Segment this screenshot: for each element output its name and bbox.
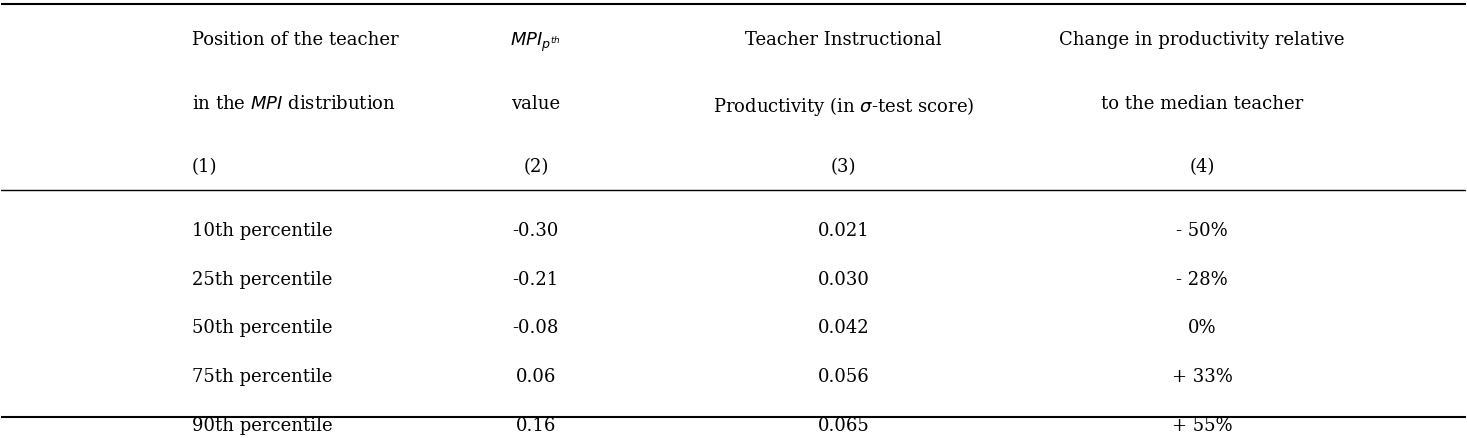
Text: 90th percentile: 90th percentile — [192, 417, 333, 435]
Text: 0.042: 0.042 — [817, 319, 868, 337]
Text: Position of the teacher: Position of the teacher — [192, 31, 399, 49]
Text: 0.030: 0.030 — [817, 271, 870, 289]
Text: value: value — [512, 95, 560, 113]
Text: Productivity (in $\sigma$-test score): Productivity (in $\sigma$-test score) — [713, 95, 974, 118]
Text: - 50%: - 50% — [1177, 222, 1228, 240]
Text: Change in productivity relative: Change in productivity relative — [1059, 31, 1345, 49]
Text: (2): (2) — [524, 158, 549, 176]
Text: 0.056: 0.056 — [817, 368, 868, 386]
Text: -0.08: -0.08 — [512, 319, 559, 337]
Text: -0.30: -0.30 — [512, 222, 559, 240]
Text: (1): (1) — [192, 158, 217, 176]
Text: 0.06: 0.06 — [515, 368, 556, 386]
Text: 0.021: 0.021 — [817, 222, 868, 240]
Text: -0.21: -0.21 — [512, 271, 559, 289]
Text: to the median teacher: to the median teacher — [1100, 95, 1303, 113]
Text: 50th percentile: 50th percentile — [192, 319, 332, 337]
Text: + 33%: + 33% — [1172, 368, 1232, 386]
Text: 0%: 0% — [1188, 319, 1216, 337]
Text: - 28%: - 28% — [1177, 271, 1228, 289]
Text: Teacher Instructional: Teacher Instructional — [745, 31, 942, 49]
Text: 10th percentile: 10th percentile — [192, 222, 333, 240]
Text: 0.065: 0.065 — [817, 417, 868, 435]
Text: (3): (3) — [830, 158, 857, 176]
Text: 75th percentile: 75th percentile — [192, 368, 332, 386]
Text: in the $MPI$ distribution: in the $MPI$ distribution — [192, 95, 396, 113]
Text: $MPI_{p^{th}}$: $MPI_{p^{th}}$ — [511, 31, 562, 54]
Text: + 55%: + 55% — [1172, 417, 1232, 435]
Text: (4): (4) — [1190, 158, 1215, 176]
Text: 25th percentile: 25th percentile — [192, 271, 332, 289]
Text: 0.16: 0.16 — [515, 417, 556, 435]
